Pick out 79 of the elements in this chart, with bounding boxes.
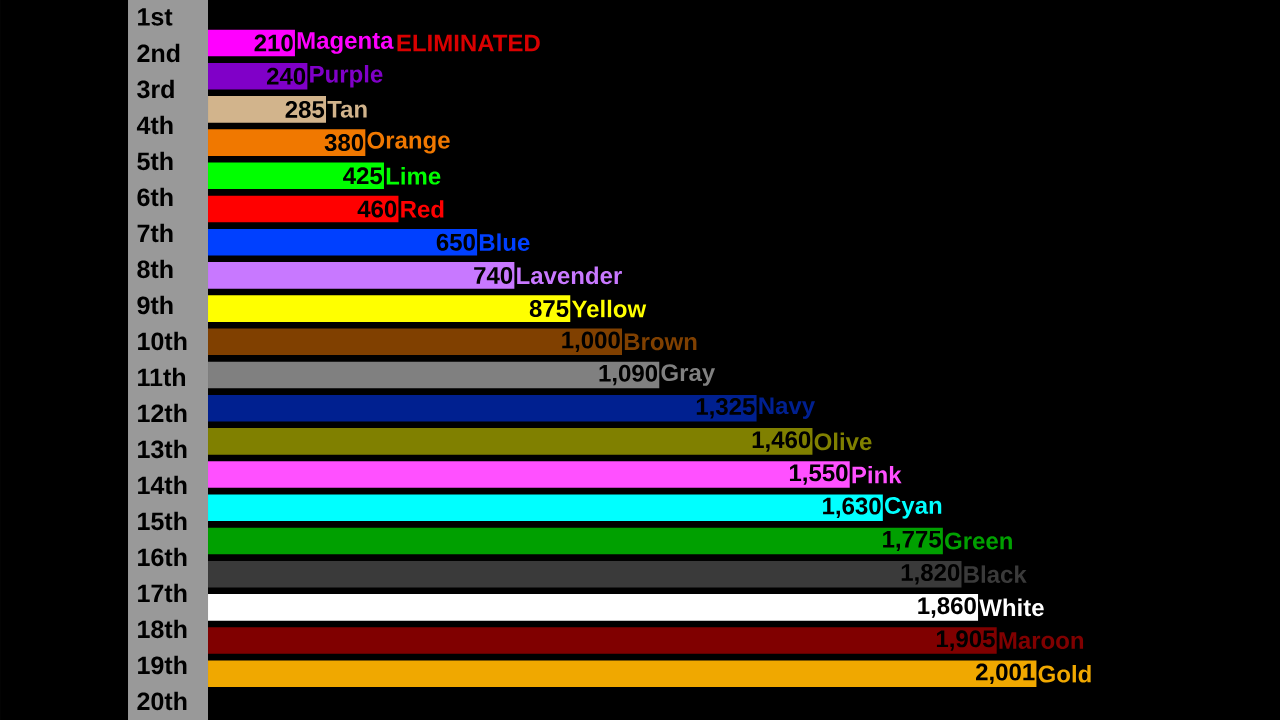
text: 12th xyxy=(138,403,187,423)
data-label: 380 xyxy=(324,134,364,152)
text: 19th xyxy=(138,655,187,675)
y-tick-label: Gold xyxy=(1038,664,1091,683)
data-label: 1,775 xyxy=(883,530,941,552)
data-label: 1,090 xyxy=(599,364,658,386)
y-tick-label: Green xyxy=(945,532,1012,550)
y-tick-label: Lavender xyxy=(517,266,622,285)
y-tick-label: Yellow xyxy=(571,299,647,318)
bar xyxy=(208,594,979,621)
text: 7th xyxy=(137,223,173,243)
text: 1st xyxy=(138,8,173,26)
bar xyxy=(208,195,399,223)
bar xyxy=(208,262,515,289)
bar xyxy=(208,461,850,488)
text: 6th xyxy=(137,187,173,207)
bar xyxy=(208,129,366,156)
y-tick-label: Maroon xyxy=(999,632,1084,649)
bar xyxy=(208,527,943,555)
data-label: 1,000 xyxy=(562,331,620,353)
y-tick-label: Pink xyxy=(852,465,902,484)
bar xyxy=(208,295,571,322)
text: 5th xyxy=(137,151,173,171)
text: 15th xyxy=(138,511,187,531)
y-tick-label: Brown xyxy=(624,333,697,351)
y-tick-label: Olive xyxy=(814,432,872,451)
y-tick-label: Tan xyxy=(327,101,367,118)
bar xyxy=(208,361,660,389)
y-tick-label: Purple xyxy=(310,65,383,88)
text: 2nd xyxy=(137,43,180,63)
y-tick-label: Black xyxy=(964,565,1027,584)
data-label: 1,325 xyxy=(696,397,755,419)
text: 3rd xyxy=(137,79,174,99)
bar xyxy=(208,394,757,422)
data-label: 2,001 xyxy=(976,663,1035,685)
bar xyxy=(208,228,478,256)
data-label: 740 xyxy=(474,266,513,284)
data-label: 210 xyxy=(254,34,293,52)
data-label: 650 xyxy=(436,233,475,251)
bar xyxy=(208,494,883,522)
bar xyxy=(208,660,1037,688)
y-tick-label: Navy xyxy=(759,397,815,419)
text: 11th xyxy=(138,367,186,387)
data-label: 1,820 xyxy=(901,563,960,585)
text: 10th xyxy=(138,331,187,351)
data-label: 425 xyxy=(343,167,383,185)
text: 14th xyxy=(138,475,187,495)
y-tick-label: Gray xyxy=(661,364,716,386)
data-label: 1,550 xyxy=(789,464,848,485)
text: 4th xyxy=(136,115,173,135)
bar xyxy=(208,328,623,356)
text: 13th xyxy=(138,439,187,459)
annotation: ELIMINATED xyxy=(397,34,540,52)
text: 16th xyxy=(138,547,187,567)
data-label: 1,460 xyxy=(752,431,811,452)
bar xyxy=(208,96,326,123)
y-tick-label: Cyan xyxy=(885,496,942,519)
data-label: 1,905 xyxy=(936,630,995,651)
text: 18th xyxy=(138,619,187,639)
data-label: 1,860 xyxy=(918,597,976,618)
y-tick-label: White xyxy=(979,598,1044,617)
data-label: 460 xyxy=(357,200,397,218)
text: 9th xyxy=(137,295,173,315)
bar xyxy=(208,162,384,190)
data-label: 1,630 xyxy=(823,497,881,519)
text: 8th xyxy=(137,259,173,279)
data-label: 240 xyxy=(266,67,306,85)
y-tick-label: Lime xyxy=(386,166,441,185)
text: 20th xyxy=(137,691,187,711)
y-tick-label: Orange xyxy=(367,131,450,154)
bar xyxy=(208,560,962,588)
y-tick-label: Magenta xyxy=(297,32,394,54)
bar xyxy=(208,627,997,654)
y-tick-label: Blue xyxy=(479,233,530,252)
data-label: 875 xyxy=(529,300,569,318)
data-label: 285 xyxy=(285,100,325,118)
text: 17th xyxy=(138,583,187,603)
bar xyxy=(208,428,813,455)
y-tick-label: Red xyxy=(401,200,444,218)
